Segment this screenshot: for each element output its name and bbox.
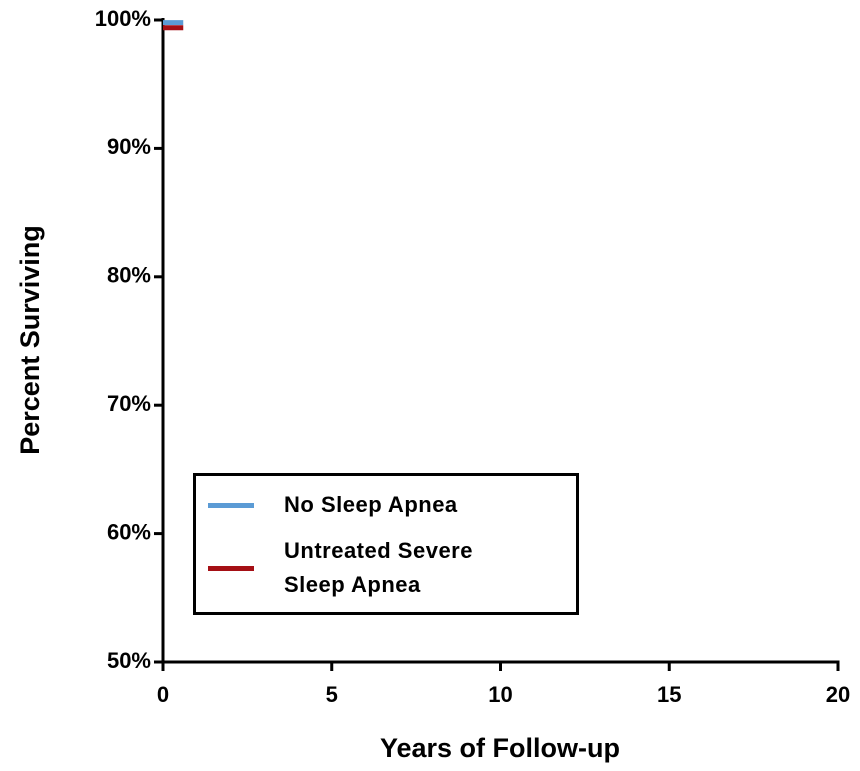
y-tick-label: 100% [95,6,151,31]
x-tick-label: 10 [488,682,512,707]
legend-swatch [208,565,254,571]
x-tick-label: 20 [826,682,850,707]
legend-swatch [208,502,254,508]
y-tick-label: 70% [107,391,151,416]
y-tick-label: 80% [107,263,151,288]
legend-entry: No Sleep Apnea [196,488,576,522]
y-tick-label: 60% [107,519,151,544]
legend: No Sleep Apnea Untreated Severe Sleep Apn… [193,473,579,615]
legend-label: No Sleep Apnea [284,492,458,517]
legend-entry: Untreated Severe Sleep Apnea [196,534,576,602]
legend-label: Untreated Severe Sleep Apnea [284,538,473,597]
x-tick-label: 15 [657,682,681,707]
x-axis-title: Years of Follow-up [380,733,620,763]
x-tick-label: 0 [157,682,169,707]
x-tick-label: 5 [326,682,338,707]
y-axis-title: Percent Surviving [15,225,45,455]
y-tick-label: 50% [107,648,151,673]
y-tick-label: 90% [107,134,151,159]
